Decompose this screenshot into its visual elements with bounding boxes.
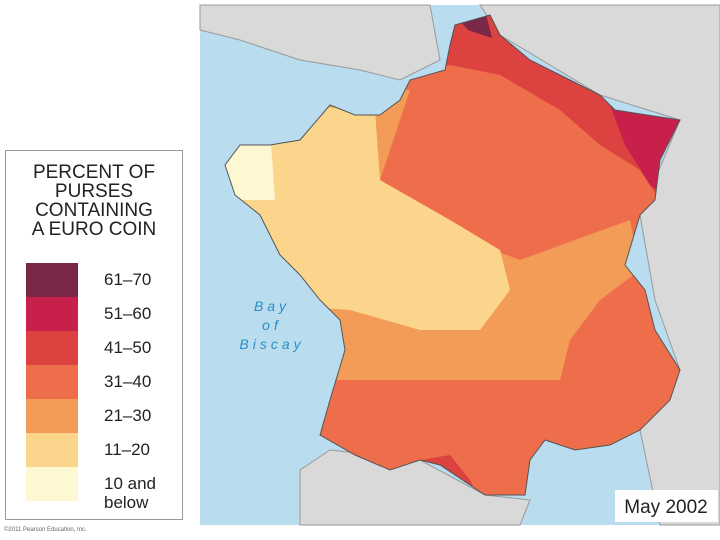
legend-swatch [26,399,78,434]
legend-swatch [26,365,78,400]
legend-label: 10 and below [104,474,156,512]
sea-label: of [262,317,282,333]
credit: ©2011 Pearson Education, Inc. [4,527,87,533]
legend-swatch [26,297,78,332]
legend-label: 21–30 [104,406,152,425]
legend-title-line: CONTAINING [35,200,153,221]
england [199,4,441,81]
spain [299,449,531,526]
legend-title: PERCENT OF PURSES CONTAINING A EURO COIN [6,163,182,239]
legend-swatch [26,467,78,502]
legend-item: 10 and below [26,467,176,512]
legend-swatch [26,263,78,298]
legend: PERCENT OF PURSES CONTAINING A EURO COIN 61… [5,150,183,520]
neighbors [479,4,720,526]
legend-title-line: A EURO COIN [31,219,157,240]
legend-label: 31–40 [104,372,152,391]
legend-label: 51–60 [104,304,152,323]
legend-item: 61–70 [26,263,176,298]
legend-title-line: PURSES [54,181,134,202]
legend-title-line: PERCENT OF [32,162,156,183]
legend-item: 21–30 [26,399,176,434]
legend-label: 11–20 [104,440,151,459]
sea-label: Bay [254,298,290,314]
legend-label: 61–70 [104,270,152,289]
date-box [615,490,718,522]
date: May 2002 [624,497,707,518]
legend-swatch [26,331,78,366]
sea-label: Biscay [239,336,304,352]
legend-item: 11–20 [26,433,176,468]
legend-item: 51–60 [26,297,176,332]
legend-item: 41–50 [26,331,176,366]
legend-item: 31–40 [26,365,176,400]
legend-swatch [26,433,78,468]
legend-label: 41–50 [104,338,152,357]
